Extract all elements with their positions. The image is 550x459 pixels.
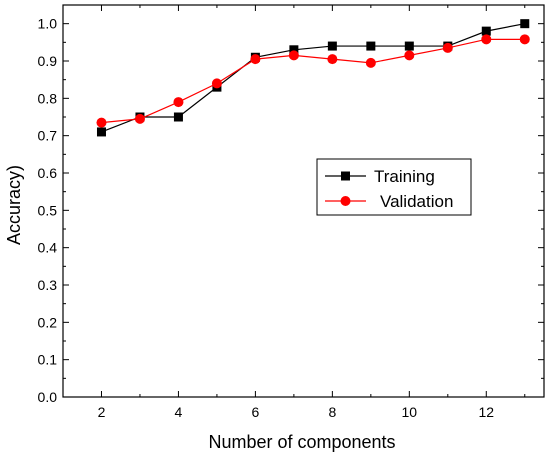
legend-entry: Training	[325, 167, 435, 186]
data-point	[96, 127, 106, 137]
data-point	[481, 26, 491, 36]
legend: Training Validation	[316, 158, 472, 216]
x-tick-label: 10	[402, 404, 418, 420]
series-training	[96, 19, 530, 137]
data-point	[366, 41, 376, 51]
y-tick-label: 0.9	[38, 53, 58, 69]
series-layer	[96, 19, 530, 137]
y-tick-label: 0.4	[38, 240, 58, 256]
series-line	[101, 23, 525, 133]
x-axis-title: Number of components	[208, 432, 395, 452]
y-tick-label: 0.2	[38, 314, 58, 330]
data-point	[404, 50, 415, 61]
data-point	[289, 45, 299, 55]
y-axis-title: Accuracy)	[4, 165, 24, 245]
data-point	[134, 113, 145, 124]
y-tick-label: 0.8	[38, 90, 58, 106]
data-point	[250, 54, 261, 65]
data-point	[211, 78, 222, 89]
legend-entry: Validation	[325, 192, 453, 211]
axes	[62, 4, 545, 398]
data-point	[96, 117, 107, 128]
legend-marker	[341, 171, 350, 181]
legend-box	[316, 158, 472, 216]
y-tick-label: 0.3	[38, 277, 58, 293]
legend-marker	[340, 196, 351, 206]
y-tick-label: 0.6	[38, 165, 58, 181]
data-point	[288, 50, 299, 61]
x-tick-label: 8	[328, 404, 336, 420]
y-tick-label: 1.0	[38, 16, 58, 32]
x-tick-label: 6	[252, 404, 260, 420]
data-point	[520, 19, 530, 29]
data-point	[173, 112, 183, 122]
plot-frame	[62, 4, 545, 398]
x-tick-label: 12	[478, 404, 494, 420]
legend-label: Training	[374, 167, 435, 186]
data-point	[365, 57, 376, 68]
x-tick-label: 4	[175, 404, 183, 420]
y-tick-label: 0.0	[38, 389, 58, 405]
data-point	[481, 34, 492, 45]
x-tick-label: 2	[98, 404, 106, 420]
data-point	[519, 34, 530, 45]
data-point	[173, 97, 184, 108]
series-validation	[96, 34, 530, 128]
data-point	[327, 54, 338, 65]
y-tick-label: 0.5	[38, 202, 58, 218]
y-tick-label: 0.1	[38, 352, 58, 368]
data-point	[404, 41, 414, 51]
y-tick-label: 0.7	[38, 128, 58, 144]
legend-label: Validation	[380, 192, 453, 211]
series-line	[101, 38, 525, 124]
tick-marks: 0.0 0.1 0.2 0.3 0.4 0.5 0.6 0.7 0.8 0.9 1.0 2 4 6 8 10 1…	[38, 5, 544, 420]
data-point	[327, 41, 337, 51]
data-point	[442, 42, 453, 53]
